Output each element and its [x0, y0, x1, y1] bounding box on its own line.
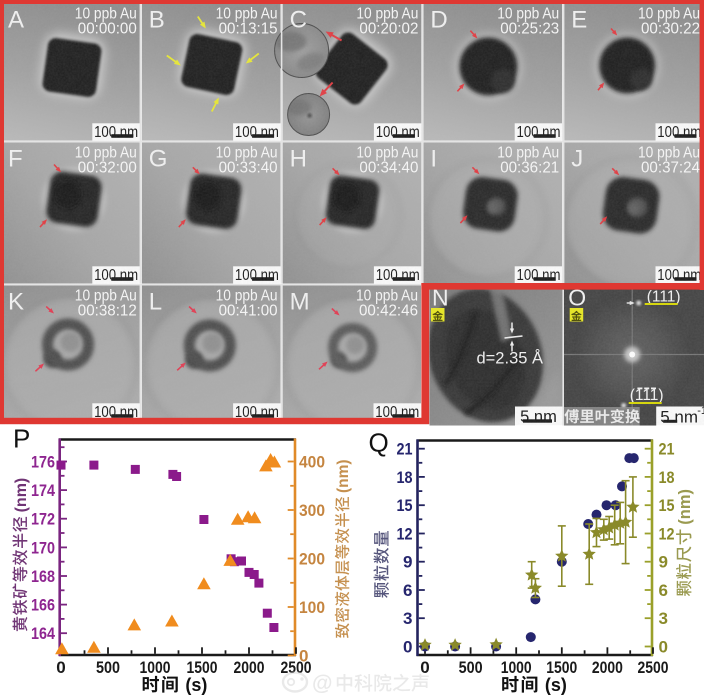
- svg-text:400: 400: [299, 453, 325, 472]
- svg-text:164: 164: [31, 624, 55, 643]
- svg-text:(nm): (nm): [13, 478, 30, 513]
- svg-text:18: 18: [397, 468, 413, 487]
- svg-text:1000: 1000: [501, 658, 532, 677]
- svg-text:168: 168: [31, 567, 55, 586]
- svg-text:500: 500: [459, 658, 483, 677]
- svg-text:15: 15: [659, 496, 675, 515]
- svg-text:3: 3: [403, 609, 412, 628]
- svg-text:0: 0: [659, 638, 668, 657]
- svg-text:6: 6: [659, 581, 668, 600]
- svg-text:12: 12: [659, 525, 675, 544]
- svg-text:172: 172: [31, 510, 55, 529]
- svg-text:Q: Q: [369, 428, 389, 458]
- svg-text:176: 176: [31, 453, 55, 472]
- svg-text:9: 9: [659, 553, 668, 572]
- svg-text:@: @: [312, 672, 332, 695]
- svg-text:15: 15: [397, 496, 413, 515]
- svg-text:0: 0: [403, 638, 412, 657]
- svg-text:2000: 2000: [592, 658, 623, 677]
- svg-text:2500: 2500: [281, 658, 312, 677]
- svg-text:2000: 2000: [234, 658, 265, 677]
- svg-text:174: 174: [31, 481, 55, 500]
- svg-text:0: 0: [420, 658, 429, 677]
- svg-text:100: 100: [299, 598, 325, 617]
- svg-text:(nm): (nm): [335, 459, 352, 493]
- svg-text:1500: 1500: [546, 658, 577, 677]
- svg-text:0: 0: [56, 658, 65, 677]
- svg-text:6: 6: [403, 581, 412, 600]
- svg-text:(s): (s): [545, 675, 567, 695]
- svg-text:(s): (s): [185, 675, 207, 695]
- svg-text:9: 9: [403, 553, 412, 572]
- svg-text:500: 500: [96, 658, 120, 677]
- svg-text:12: 12: [397, 525, 413, 544]
- svg-text:3: 3: [659, 609, 668, 628]
- svg-text:0: 0: [299, 647, 308, 666]
- svg-text:1500: 1500: [187, 658, 218, 677]
- svg-text:1000: 1000: [140, 658, 171, 677]
- svg-text:18: 18: [659, 468, 675, 487]
- svg-text:300: 300: [299, 501, 325, 520]
- svg-text:(nm): (nm): [676, 489, 694, 525]
- svg-text:2500: 2500: [638, 658, 669, 677]
- svg-text:P: P: [13, 424, 30, 454]
- svg-text:166: 166: [31, 596, 55, 615]
- svg-text:21: 21: [659, 440, 675, 459]
- svg-text:21: 21: [397, 440, 413, 459]
- svg-text:170: 170: [31, 538, 55, 557]
- svg-text:200: 200: [299, 550, 325, 569]
